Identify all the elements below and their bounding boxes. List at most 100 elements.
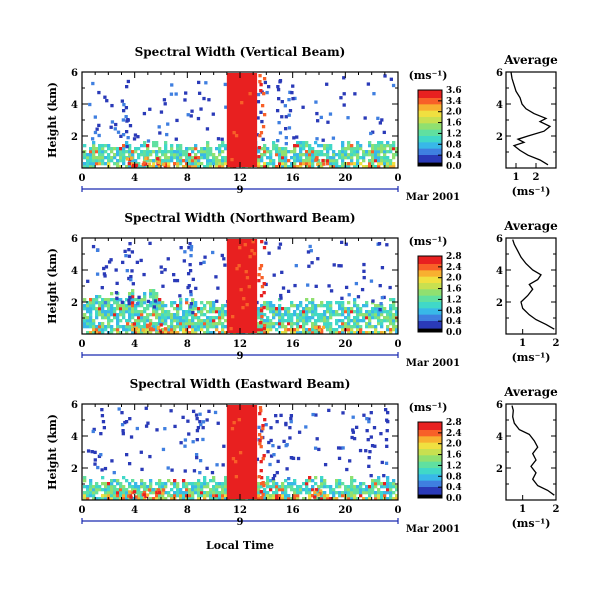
- heatmap-cell: [359, 491, 363, 495]
- heatmap-cell: [311, 304, 315, 308]
- heatmap-cell: [383, 316, 387, 320]
- heatmap-cell: [296, 313, 300, 317]
- colorbar-segment: [418, 256, 442, 258]
- colorbar-segment: [418, 163, 442, 166]
- heatmap-cell: [179, 491, 183, 495]
- heatmap-cell: [144, 156, 148, 161]
- colorbar-segment: [418, 306, 442, 309]
- heatmap-cell: [173, 479, 177, 483]
- heatmap-cell: [191, 488, 195, 492]
- heatmap-cell: [350, 328, 354, 332]
- heatmap-cell: [272, 325, 276, 329]
- heatmap-cell: [119, 494, 123, 498]
- heatmap-cell: [146, 485, 150, 489]
- heatmap-cell: [305, 331, 309, 335]
- heatmap-cell: [383, 494, 387, 498]
- heatmap-cell: [191, 277, 195, 282]
- heatmap-cell: [158, 298, 162, 302]
- heatmap-cell: [158, 313, 162, 317]
- heatmap-cell: [176, 165, 180, 169]
- heatmap-cell: [143, 295, 147, 299]
- heatmap-cell: [122, 494, 126, 498]
- heatmap-cell: [371, 491, 375, 495]
- heatmap-cell: [155, 144, 159, 148]
- heatmap-cell: [92, 156, 96, 160]
- colorbar-segment: [418, 307, 442, 310]
- heatmap-cell: [149, 322, 153, 326]
- heatmap-cell: [127, 299, 131, 303]
- heatmap-cell: [374, 159, 378, 163]
- heatmap-cell: [209, 159, 213, 163]
- heatmap-cell: [299, 319, 303, 323]
- heatmap-cell: [275, 491, 279, 495]
- heatmap-cell: [95, 482, 99, 486]
- colorbar-segment: [418, 319, 442, 321]
- heatmap-cell: [86, 153, 90, 157]
- heatmap-cell: [329, 147, 333, 151]
- heatmap-cell: [155, 301, 159, 305]
- heatmap-cell: [188, 156, 192, 160]
- heatmap-cell: [278, 242, 283, 246]
- heatmap-cell: [313, 446, 318, 450]
- heatmap-cell: [293, 156, 297, 160]
- heatmap-cell: [266, 476, 270, 480]
- heatmap-cell: [131, 295, 135, 299]
- heatmap-cell: [389, 162, 393, 166]
- heatmap-cell: [353, 491, 357, 495]
- heatmap-cell: [347, 310, 351, 314]
- heatmap-cell: [341, 304, 345, 308]
- heatmap-cell: [123, 249, 127, 254]
- heatmap-cell: [257, 273, 261, 277]
- heatmap-cell: [101, 497, 105, 501]
- heatmap-cell: [162, 98, 167, 102]
- heatmap-cell: [215, 322, 219, 326]
- heatmap-cell: [169, 409, 173, 413]
- heatmap-cell: [175, 118, 179, 123]
- heatmap-cell: [341, 319, 345, 323]
- heatmap-cell: [110, 331, 114, 335]
- heatmap-cell: [128, 310, 132, 314]
- heatmap-cell: [350, 310, 354, 314]
- heatmap-cell: [110, 156, 114, 160]
- heatmap-cell: [137, 319, 141, 323]
- heatmap-cell: [131, 479, 135, 483]
- heatmap-cell: [92, 485, 96, 489]
- colorbar-segment: [418, 456, 442, 458]
- heatmap-cell: [182, 319, 186, 323]
- heatmap-cell: [119, 491, 123, 495]
- heatmap-cell: [98, 144, 102, 148]
- heatmap-cell: [113, 307, 117, 311]
- x-tick-label: 20: [338, 505, 352, 516]
- heatmap-cell: [176, 150, 180, 154]
- heatmap-cell: [107, 485, 111, 489]
- heatmap-cell: [257, 146, 262, 150]
- heatmap-cell: [127, 162, 131, 166]
- heatmap-cell: [284, 494, 288, 498]
- heatmap-cell: [187, 284, 191, 288]
- heatmap-cell: [149, 479, 153, 483]
- heatmap-cell: [335, 322, 339, 326]
- heatmap-cell: [149, 301, 153, 305]
- heatmap-cell: [141, 328, 145, 332]
- heatmap-cell: [362, 150, 366, 154]
- heatmap-cell: [292, 136, 296, 140]
- heatmap-cell: [339, 96, 343, 100]
- heatmap-cell: [296, 156, 300, 160]
- heatmap-cell: [122, 497, 126, 501]
- heatmap-cell: [215, 162, 219, 166]
- heatmap-cell: [369, 435, 373, 439]
- heatmap-cell: [296, 485, 300, 489]
- heatmap-cell: [128, 147, 132, 151]
- heatmap-cell: [317, 447, 321, 452]
- heatmap-cell: [341, 325, 345, 329]
- heatmap-cell: [131, 292, 135, 296]
- heatmap-cell: [140, 144, 144, 148]
- heatmap-cell: [132, 163, 136, 168]
- heatmap-cell: [127, 494, 131, 498]
- heatmap-cell: [98, 310, 102, 314]
- panel-2: Spectral Width (Eastward Beam)0 4 8 12 16 20 0…: [46, 377, 560, 535]
- heatmap-cell: [389, 77, 393, 81]
- heatmap-cell: [134, 331, 138, 335]
- heatmap-cell: [221, 141, 225, 145]
